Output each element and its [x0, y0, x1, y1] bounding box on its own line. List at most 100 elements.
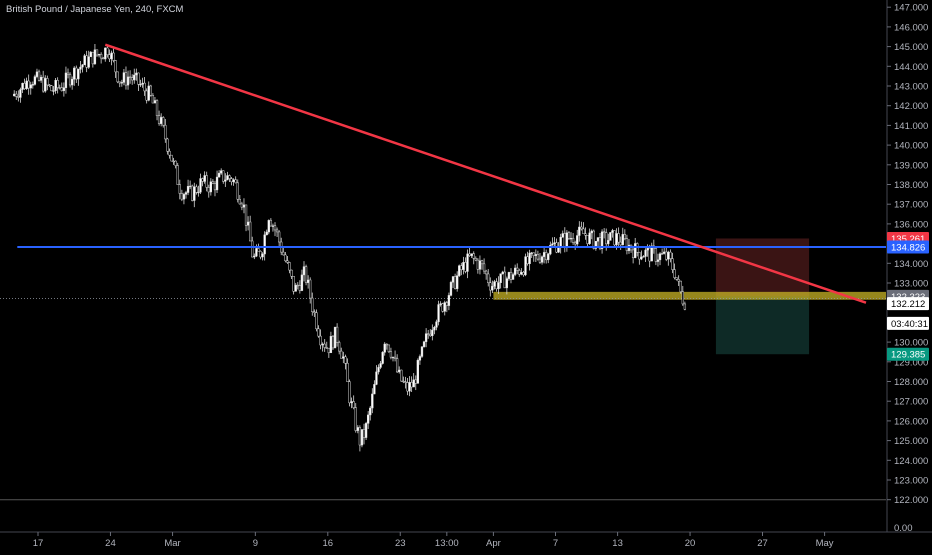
support-zone[interactable] — [493, 291, 886, 300]
candle-body — [191, 185, 194, 201]
candle-body — [658, 253, 662, 261]
candle-body — [480, 260, 484, 265]
candle-body — [222, 170, 225, 182]
candle-body — [400, 369, 403, 382]
candle-body — [261, 253, 264, 258]
candle-body — [590, 230, 593, 234]
candle-body — [213, 183, 217, 191]
candle-body — [128, 76, 132, 78]
candle-body — [542, 252, 546, 257]
price-tick-label: 122.000 — [894, 495, 928, 506]
price-tick-label: 123.000 — [894, 476, 928, 487]
time-tick-label: 17 — [33, 538, 44, 549]
candle-body — [447, 295, 451, 306]
candle-body — [656, 259, 660, 262]
candle-body — [528, 252, 531, 264]
candle-body — [315, 312, 318, 330]
candle-body — [184, 192, 188, 195]
candle-body — [257, 248, 260, 252]
candle-body — [50, 85, 53, 92]
candle-body — [153, 100, 157, 104]
candle-body — [358, 427, 362, 446]
candle-body — [631, 249, 635, 259]
candle-body — [207, 187, 210, 193]
candle-body — [650, 245, 653, 262]
candle-body — [344, 356, 347, 364]
candle-body — [470, 253, 473, 256]
candle-body — [249, 221, 252, 242]
candle-body — [505, 278, 509, 289]
price-label-text: 129.385 — [891, 350, 925, 361]
candle-body — [497, 282, 500, 290]
candle-body — [578, 226, 581, 236]
time-tick-label: 13 — [612, 538, 623, 549]
candle-body — [493, 281, 496, 287]
take-profit-zone[interactable] — [715, 296, 810, 355]
price-tick-label: 145.000 — [894, 42, 928, 53]
candle-body — [193, 186, 196, 201]
candle-body — [44, 78, 47, 92]
candle-body — [288, 262, 291, 271]
price-label-132212: 132.212 — [887, 297, 929, 311]
candle-body — [145, 90, 148, 101]
downtrend-line[interactable] — [104, 43, 867, 304]
candle-body — [124, 72, 128, 86]
candle-body — [102, 57, 105, 60]
candle-body — [327, 347, 330, 354]
candle-body — [137, 72, 140, 85]
candle-body — [215, 176, 219, 191]
candle-body — [226, 175, 229, 181]
candle-body — [571, 237, 575, 243]
candle-body — [625, 238, 629, 251]
candle-body — [617, 233, 620, 243]
candle-body — [56, 80, 59, 88]
candle-body — [302, 266, 306, 276]
candle-body — [619, 241, 622, 246]
candle-body — [375, 371, 378, 385]
price-label-text: 03:40:31 — [891, 319, 928, 330]
price-label-034031: 03:40:31 — [887, 316, 929, 330]
candle-body — [427, 333, 430, 335]
candle-body — [304, 266, 308, 283]
candle-body — [62, 87, 66, 91]
candle-body — [615, 233, 618, 246]
candle-body — [520, 272, 523, 275]
price-tick-label: 142.000 — [894, 101, 928, 112]
price-tick-label: 147.000 — [894, 3, 928, 14]
price-tick-label: 130.000 — [894, 338, 928, 349]
candle-body — [675, 277, 678, 280]
candle-body — [180, 193, 184, 200]
candle-body — [362, 429, 366, 438]
candle-body — [354, 407, 357, 431]
candle-body — [478, 260, 482, 270]
candle-body — [356, 427, 359, 431]
candle-body — [242, 204, 246, 208]
candle-body — [160, 117, 163, 124]
candle-body — [526, 256, 529, 264]
price-tick-label: 126.000 — [894, 416, 928, 427]
candle-body — [15, 93, 18, 97]
candle-body — [186, 186, 190, 193]
candle-body — [489, 282, 492, 291]
candle-body — [582, 228, 585, 235]
candle-body — [52, 90, 55, 92]
candle-body — [646, 247, 649, 251]
candle-body — [518, 270, 521, 275]
candle-body — [29, 84, 32, 89]
candle-body — [126, 76, 130, 86]
candle-body — [563, 233, 566, 247]
candle-body — [73, 67, 76, 80]
price-tick-label: 136.000 — [894, 219, 928, 230]
candle-body — [321, 343, 324, 346]
price-tick-label: 129.000 — [894, 357, 928, 368]
candle-body — [373, 384, 376, 395]
candle-body — [598, 237, 602, 249]
candle-body — [122, 72, 126, 83]
candle-body — [141, 82, 144, 85]
candle-body — [162, 117, 165, 126]
candle-body — [414, 379, 417, 384]
candle-body — [319, 335, 322, 346]
candle-body — [170, 154, 173, 162]
